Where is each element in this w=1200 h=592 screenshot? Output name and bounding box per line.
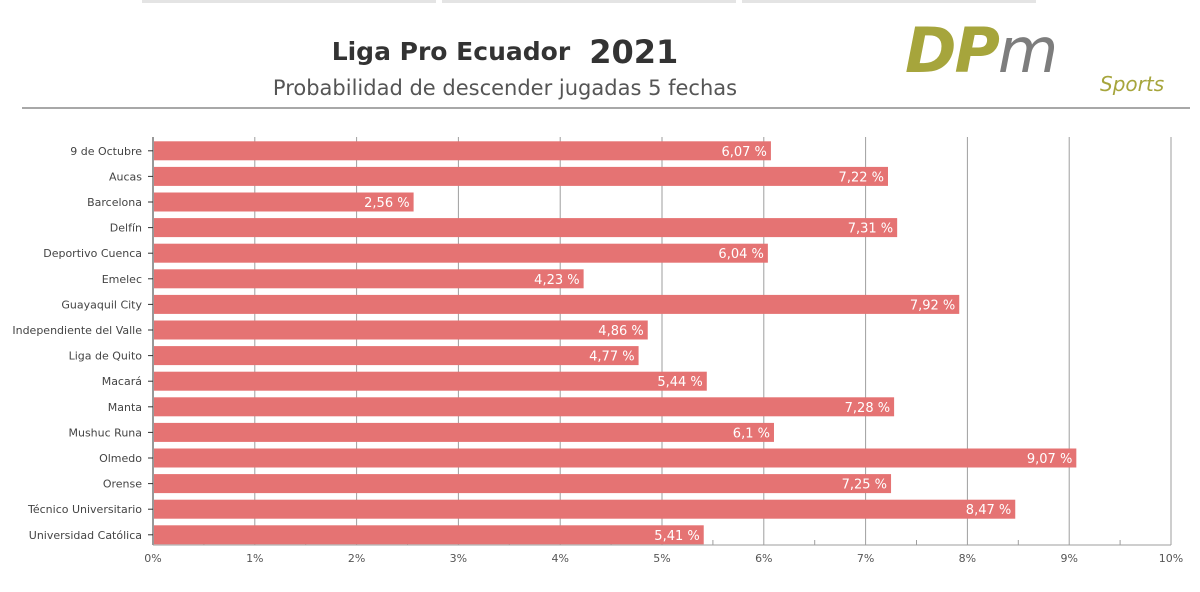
bar — [154, 192, 414, 212]
x-tick-label: 1% — [246, 552, 263, 565]
bar-value-label: 4,86 % — [598, 324, 643, 339]
bar — [154, 474, 892, 494]
bar — [154, 422, 774, 442]
bar-value-label: 7,92 % — [910, 298, 955, 313]
bar — [154, 346, 639, 366]
x-tick-label: 4% — [551, 552, 568, 565]
bar-value-label: 7,28 % — [845, 401, 890, 416]
y-category-label: Delfín — [110, 222, 142, 235]
x-tick-label: 6% — [755, 552, 772, 565]
x-tick-label: 3% — [450, 552, 467, 565]
bar — [154, 448, 1077, 468]
dpm-sports-logo: DPm Sports — [905, 14, 1195, 102]
chart-title-text: Liga Pro Ecuador — [331, 37, 571, 66]
bar — [154, 243, 768, 263]
x-tick-label: 7% — [857, 552, 874, 565]
y-category-label: Mushuc Runa — [68, 426, 142, 439]
bar-value-label: 8,47 % — [966, 503, 1011, 518]
bar-value-label: 5,44 % — [657, 375, 702, 390]
y-category-label: Manta — [108, 401, 142, 414]
bar-value-label: 6,04 % — [718, 247, 763, 262]
x-tick-label: 10% — [1159, 552, 1183, 565]
bar — [154, 141, 771, 161]
bar-value-label: 4,77 % — [589, 350, 634, 365]
bar — [154, 320, 648, 340]
y-category-label: Guayaquil City — [61, 298, 142, 311]
bar — [154, 499, 1016, 519]
bar — [154, 525, 704, 545]
top-tab-left — [142, 0, 436, 3]
header-divider — [22, 107, 1190, 109]
y-category-label: Liga de Quito — [69, 350, 143, 363]
y-category-label: Universidad Católica — [29, 529, 142, 542]
bar-value-label: 9,07 % — [1027, 452, 1072, 467]
y-category-label: Macará — [102, 375, 142, 388]
bar-value-label: 6,1 % — [733, 426, 770, 441]
y-category-label: Orense — [103, 478, 142, 491]
bar-value-label: 7,31 % — [848, 222, 893, 237]
bar-value-label: 6,07 % — [721, 145, 766, 160]
y-category-label: Barcelona — [87, 196, 142, 209]
x-tick-label: 2% — [348, 552, 365, 565]
bar-value-label: 2,56 % — [364, 196, 409, 211]
bar — [154, 269, 584, 289]
bar-value-label: 5,41 % — [654, 529, 699, 544]
x-tick-label: 8% — [959, 552, 976, 565]
y-category-label: Olmedo — [99, 452, 142, 465]
y-category-label: Emelec — [102, 273, 142, 286]
y-category-label: Deportivo Cuenca — [43, 247, 142, 260]
bar — [154, 166, 888, 186]
bar — [154, 397, 895, 417]
bar-value-label: 7,25 % — [842, 478, 887, 493]
top-tab-right — [742, 0, 1036, 3]
y-category-label: 9 de Octubre — [70, 145, 142, 158]
bar-value-label: 7,22 % — [839, 170, 884, 185]
top-tab-middle — [442, 0, 736, 3]
logo-wordmark: DPm — [905, 14, 1058, 87]
bar — [154, 218, 898, 238]
x-tick-label: 0% — [144, 552, 161, 565]
y-category-label: Técnico Universitario — [27, 503, 142, 516]
logo-dp: DP — [905, 14, 1000, 87]
y-category-label: Aucas — [109, 170, 142, 183]
chart-title-year: 2021 — [589, 33, 679, 71]
bar-value-label: 4,23 % — [534, 273, 579, 288]
x-tick-label: 5% — [653, 552, 670, 565]
logo-m: m — [997, 14, 1058, 87]
bar — [154, 371, 707, 391]
x-tick-label: 9% — [1060, 552, 1077, 565]
logo-tagline: Sports — [1100, 72, 1165, 96]
bar — [154, 294, 960, 314]
chart-title: Liga Pro Ecuador 2021 — [0, 30, 1010, 71]
chart-subtitle: Probabilidad de descender jugadas 5 fech… — [272, 76, 738, 100]
y-category-label: Independiente del Valle — [12, 324, 142, 337]
